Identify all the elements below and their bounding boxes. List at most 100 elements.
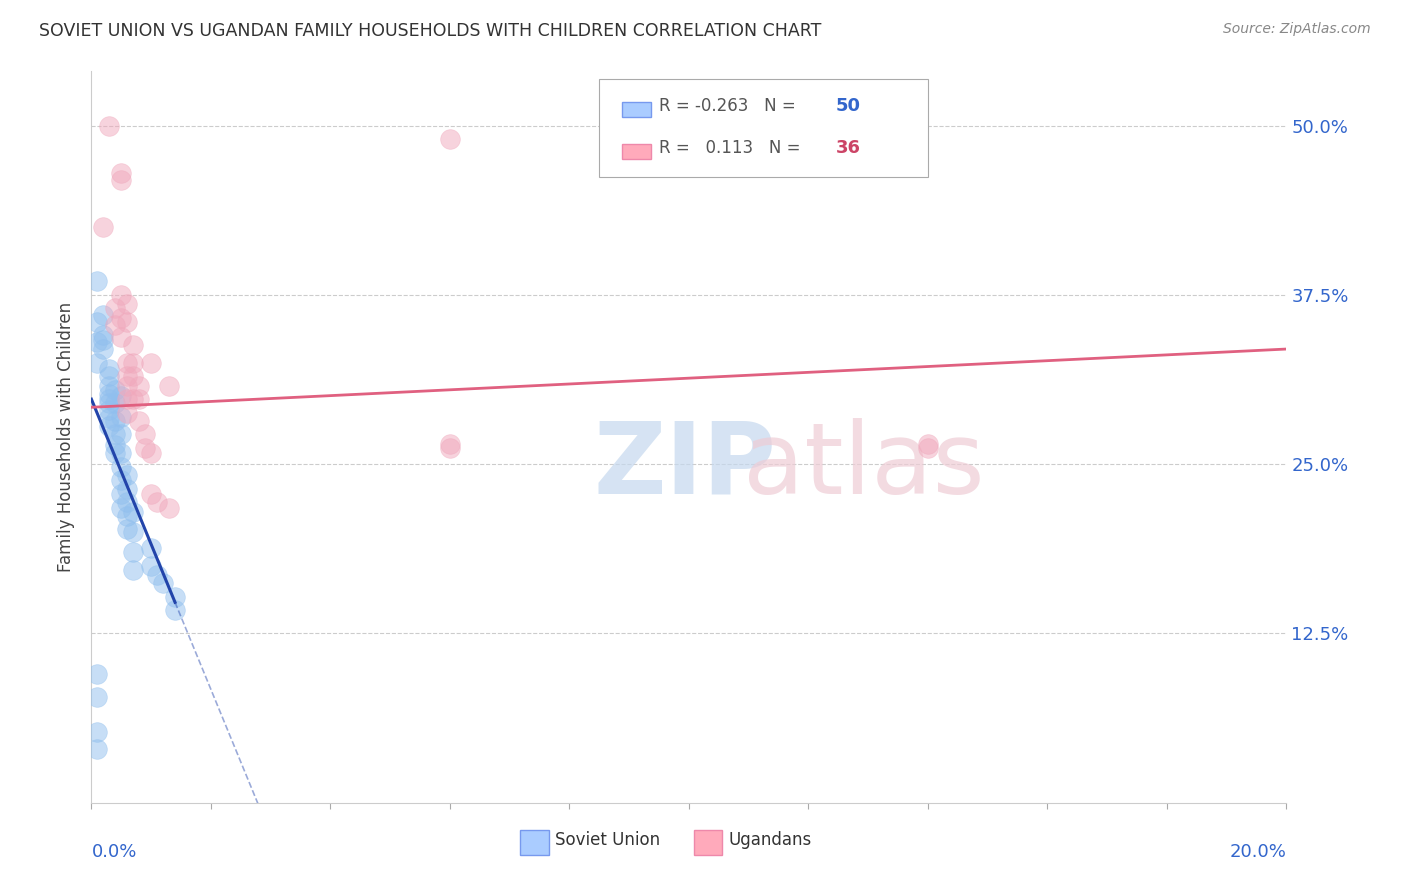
Text: R = -0.263   N =: R = -0.263 N =	[659, 97, 801, 115]
Point	[115, 522, 138, 536]
Point	[157, 378, 180, 392]
Point	[104, 318, 127, 332]
Point	[110, 330, 132, 344]
Point	[110, 389, 132, 403]
Point	[86, 335, 108, 350]
Text: 20.0%: 20.0%	[1230, 843, 1286, 861]
Point	[115, 392, 138, 406]
Text: ZIP: ZIP	[593, 417, 776, 515]
Point	[98, 392, 121, 406]
Text: 0.0%: 0.0%	[91, 843, 136, 861]
Point	[146, 495, 169, 509]
Point	[110, 166, 132, 180]
Point	[115, 468, 138, 483]
Point	[98, 386, 121, 401]
Text: Soviet Union: Soviet Union	[555, 831, 661, 849]
Point	[141, 558, 163, 573]
Point	[98, 362, 121, 376]
Point	[110, 427, 132, 442]
Point	[128, 414, 150, 428]
Point	[104, 414, 127, 428]
Point	[163, 603, 186, 617]
Point	[157, 500, 180, 515]
Point	[128, 392, 150, 406]
Point	[141, 446, 163, 460]
Y-axis label: Family Households with Children: Family Households with Children	[58, 302, 76, 572]
Point	[98, 411, 121, 425]
FancyBboxPatch shape	[520, 830, 550, 855]
Point	[93, 333, 115, 347]
Point	[104, 301, 127, 316]
Text: SOVIET UNION VS UGANDAN FAMILY HOUSEHOLDS WITH CHILDREN CORRELATION CHART: SOVIET UNION VS UGANDAN FAMILY HOUSEHOLD…	[39, 22, 821, 40]
Point	[110, 474, 132, 488]
Point	[104, 396, 127, 410]
Point	[122, 563, 145, 577]
Point	[110, 172, 132, 186]
Point	[98, 419, 121, 434]
Point	[93, 342, 115, 356]
Point	[86, 725, 108, 739]
Point	[98, 403, 121, 417]
FancyBboxPatch shape	[621, 102, 651, 117]
Point	[115, 369, 138, 384]
Point	[122, 355, 145, 369]
Point	[110, 310, 132, 325]
Point	[152, 576, 174, 591]
Point	[439, 441, 461, 455]
Text: 50: 50	[837, 97, 860, 115]
Text: atlas: atlas	[742, 417, 984, 515]
Point	[115, 297, 138, 311]
Point	[86, 667, 108, 681]
Point	[110, 459, 132, 474]
Point	[134, 441, 156, 455]
Point	[93, 220, 115, 235]
Point	[141, 355, 163, 369]
Point	[86, 315, 108, 329]
Point	[122, 505, 145, 519]
FancyBboxPatch shape	[693, 830, 723, 855]
Point	[115, 315, 138, 329]
Point	[115, 495, 138, 509]
Point	[115, 482, 138, 496]
Point	[104, 438, 127, 452]
Point	[110, 500, 132, 515]
Point	[146, 568, 169, 582]
FancyBboxPatch shape	[599, 78, 928, 178]
Point	[110, 409, 132, 424]
Point	[86, 274, 108, 288]
Point	[122, 338, 145, 352]
Point	[86, 355, 108, 369]
Point	[163, 590, 186, 604]
Point	[104, 446, 127, 460]
Point	[115, 378, 138, 392]
Point	[93, 328, 115, 343]
Point	[110, 487, 132, 501]
Text: Ugandans: Ugandans	[728, 831, 811, 849]
Point	[115, 508, 138, 523]
Point	[122, 392, 145, 406]
Point	[98, 119, 121, 133]
Point	[115, 355, 138, 369]
Point	[122, 524, 145, 539]
Point	[917, 441, 939, 455]
Point	[128, 378, 150, 392]
Text: R =   0.113   N =: R = 0.113 N =	[659, 139, 806, 157]
Point	[93, 308, 115, 322]
Point	[141, 487, 163, 501]
Point	[115, 406, 138, 420]
Point	[98, 369, 121, 384]
Point	[98, 378, 121, 392]
Point	[104, 383, 127, 397]
Point	[110, 446, 132, 460]
Point	[110, 288, 132, 302]
Point	[104, 427, 127, 442]
Text: 36: 36	[837, 139, 860, 157]
Text: Source: ZipAtlas.com: Source: ZipAtlas.com	[1223, 22, 1371, 37]
FancyBboxPatch shape	[621, 144, 651, 159]
Point	[122, 545, 145, 559]
Point	[917, 437, 939, 451]
Point	[141, 541, 163, 556]
Point	[134, 427, 156, 442]
Point	[98, 396, 121, 410]
Point	[439, 437, 461, 451]
